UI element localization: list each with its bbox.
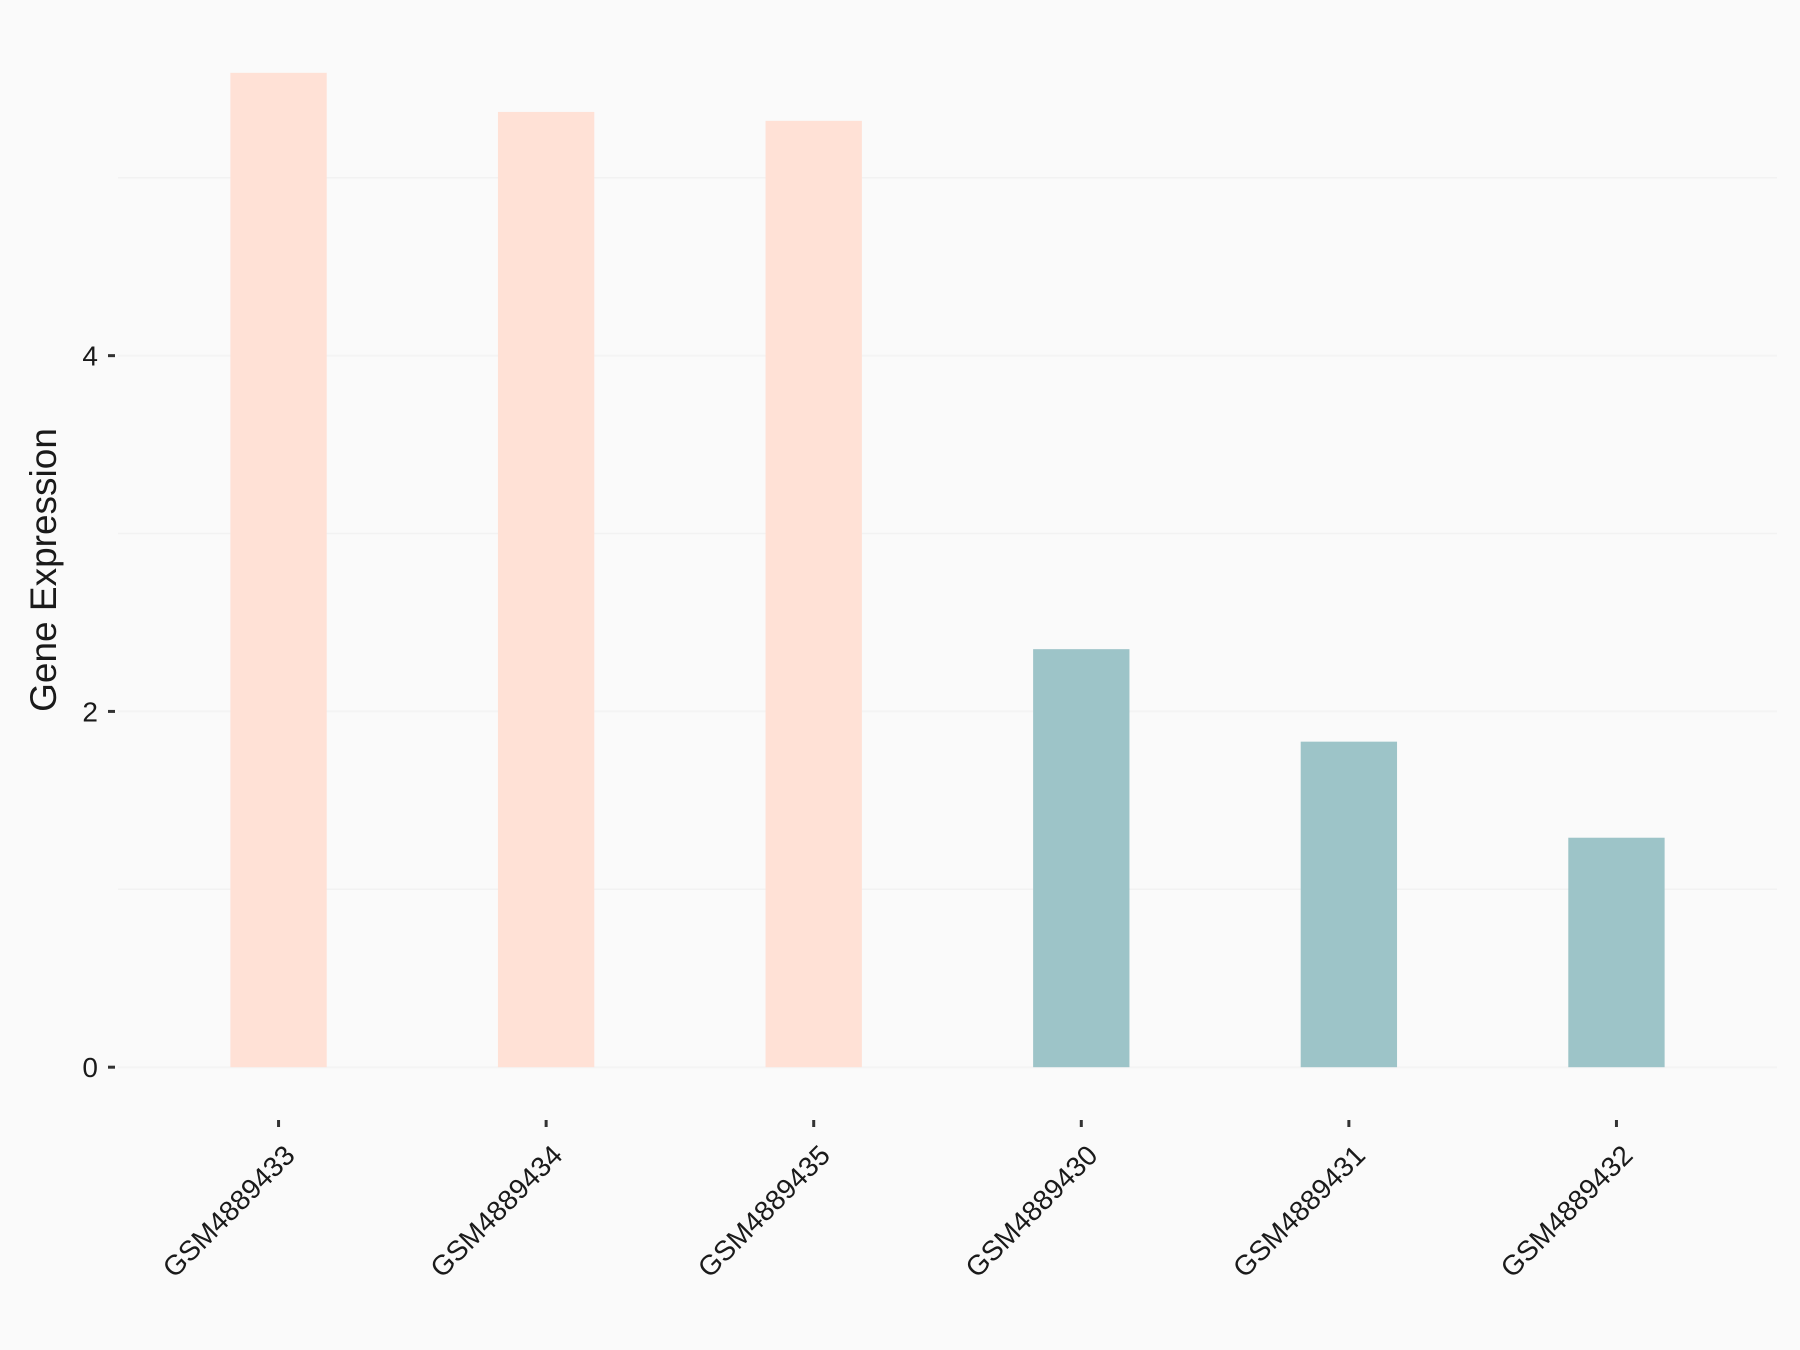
y-tick-label: 2 [82, 696, 98, 727]
bar [1300, 741, 1398, 1068]
y-tick-label: 0 [82, 1052, 98, 1083]
bar [1033, 649, 1130, 1068]
y-tick-label: 4 [82, 341, 98, 372]
bar [1568, 837, 1665, 1068]
bar [765, 120, 862, 1068]
bar [497, 111, 595, 1068]
bar [230, 72, 327, 1068]
y-axis-title: Gene Expression [23, 428, 64, 712]
